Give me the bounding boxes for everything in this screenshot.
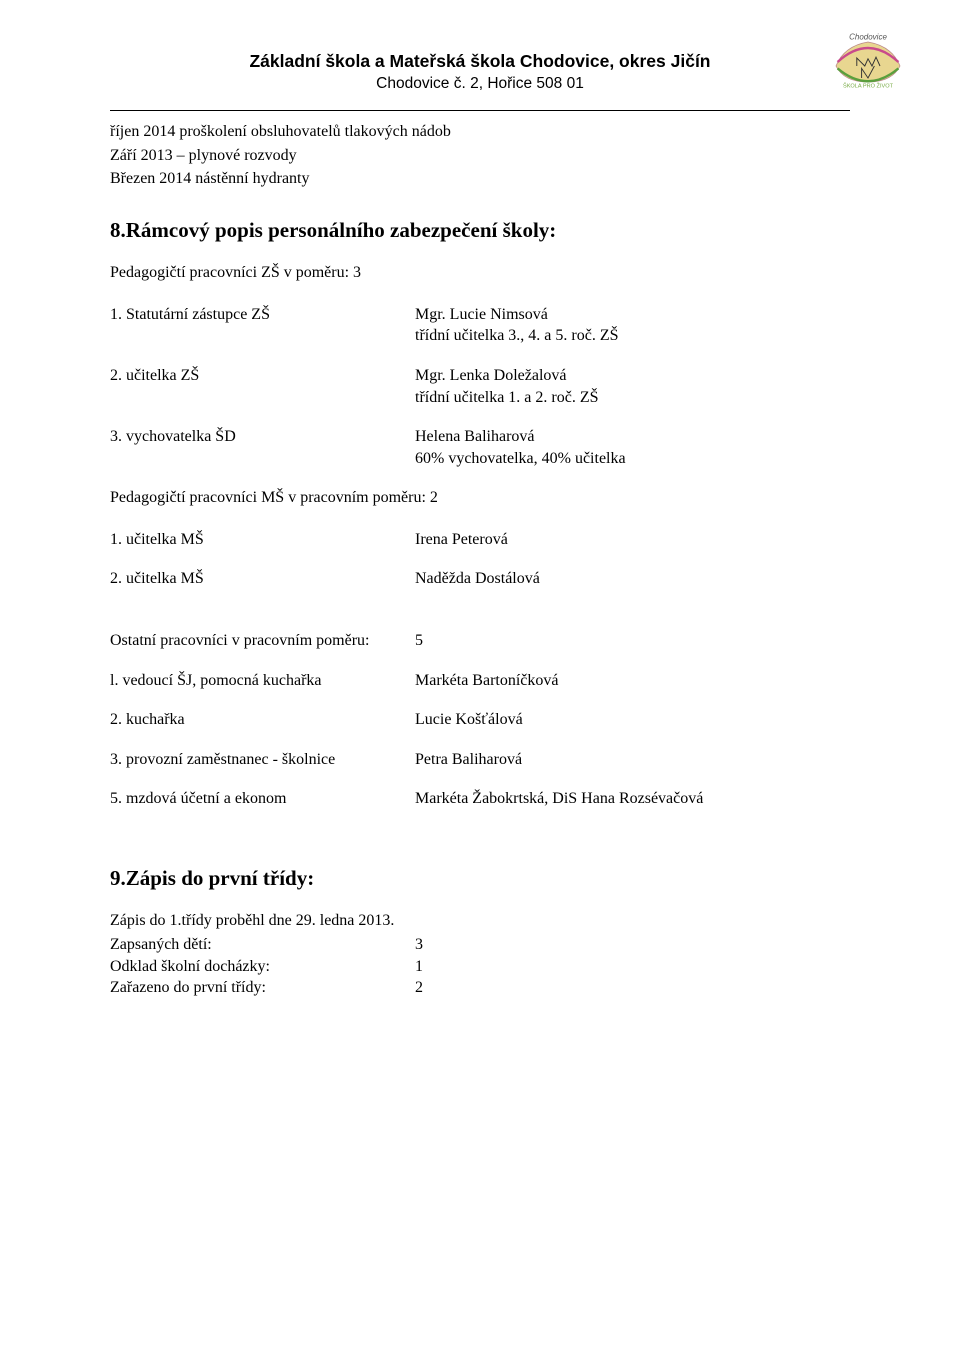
- staff-name: Petra Baliharová: [415, 749, 850, 771]
- enrollment-row: Zapsaných dětí: 3: [110, 934, 850, 956]
- enrollment-row: Zařazeno do první třídy: 2: [110, 977, 850, 999]
- header-subtitle: Chodovice č. 2, Hořice 508 01: [110, 74, 850, 95]
- enrollment-label: Zapsaných dětí:: [110, 934, 415, 956]
- staff-row: 2. učitelka MŠ Naděžda Dostálová: [110, 568, 850, 590]
- staff-role: 1. Statutární zástupce ZŠ: [110, 304, 415, 347]
- enrollment-label: Zařazeno do první třídy:: [110, 977, 415, 999]
- ped-ms-intro: Pedagogičtí pracovníci MŠ v pracovním po…: [110, 487, 850, 509]
- other-intro-count: 5: [415, 630, 850, 652]
- staff-role: 2. kuchařka: [110, 709, 415, 731]
- document-header: Základní škola a Mateřská škola Chodovic…: [110, 30, 850, 110]
- staff-row: 5. mzdová účetní a ekonom Markéta Žabokr…: [110, 788, 850, 810]
- header-title: Základní škola a Mateřská škola Chodovic…: [110, 50, 850, 74]
- section-9-heading: 9.Zápis do první třídy:: [110, 864, 850, 892]
- staff-row: l. vedoucí ŠJ, pomocná kuchařka Markéta …: [110, 670, 850, 692]
- staff-detail: 60% vychovatelka, 40% učitelka: [415, 448, 850, 470]
- staff-row: 3. provozní zaměstnanec - školnice Petra…: [110, 749, 850, 771]
- staff-name: Naděžda Dostálová: [415, 568, 850, 590]
- staff-role: l. vedoucí ŠJ, pomocná kuchařka: [110, 670, 415, 692]
- staff-name: Helena Baliharová: [415, 426, 850, 448]
- staff-role: 2. učitelka ZŠ: [110, 365, 415, 408]
- staff-role: 2. učitelka MŠ: [110, 568, 415, 590]
- enrollment-label: Odklad školní docházky:: [110, 956, 415, 978]
- svg-text:Chodovice: Chodovice: [849, 33, 887, 42]
- staff-role: 5. mzdová účetní a ekonom: [110, 788, 415, 810]
- staff-role: 1. učitelka MŠ: [110, 529, 415, 551]
- section9-line: Zápis do 1.třídy proběhl dne 29. ledna 2…: [110, 910, 850, 932]
- school-logo-icon: Chodovice ŠKOLA PRO ŽIVOT: [826, 22, 910, 102]
- intro-line: Září 2013 – plynové rozvody: [110, 145, 850, 167]
- enrollment-row: Odklad školní docházky: 1: [110, 956, 850, 978]
- header-text-block: Základní škola a Mateřská škola Chodovic…: [110, 50, 850, 95]
- staff-detail: třídní učitelka 1. a 2. roč. ZŠ: [415, 387, 850, 409]
- intro-paragraph: říjen 2014 proškolení obsluhovatelů tlak…: [110, 121, 850, 190]
- staff-row: 2. kuchařka Lucie Košťálová: [110, 709, 850, 731]
- staff-name: Irena Peterová: [415, 529, 850, 551]
- section-8-heading: 8.Rámcový popis personálního zabezpečení…: [110, 216, 850, 244]
- staff-detail: třídní učitelka 3., 4. a 5. roč. ZŠ: [415, 325, 850, 347]
- staff-role: 3. vychovatelka ŠD: [110, 426, 415, 469]
- ped-zs-intro: Pedagogičtí pracovníci ZŠ v poměru: 3: [110, 262, 850, 284]
- intro-line: říjen 2014 proškolení obsluhovatelů tlak…: [110, 121, 850, 143]
- staff-name: Markéta Žabokrtská, DiS Hana Rozsévačová: [415, 788, 850, 810]
- staff-row: 3. vychovatelka ŠD Helena Baliharová 60%…: [110, 426, 850, 469]
- other-intro-label: Ostatní pracovníci v pracovním poměru:: [110, 630, 415, 652]
- staff-role: 3. provozní zaměstnanec - školnice: [110, 749, 415, 771]
- enrollment-value: 2: [415, 977, 423, 999]
- other-intro-row: Ostatní pracovníci v pracovním poměru: 5: [110, 630, 850, 652]
- staff-name: Mgr. Lucie Nimsová: [415, 304, 850, 326]
- staff-name: Lucie Košťálová: [415, 709, 850, 731]
- staff-row: 2. učitelka ZŠ Mgr. Lenka Doležalová tří…: [110, 365, 850, 408]
- enrollment-value: 3: [415, 934, 423, 956]
- staff-name: Mgr. Lenka Doležalová: [415, 365, 850, 387]
- svg-text:ŠKOLA PRO ŽIVOT: ŠKOLA PRO ŽIVOT: [843, 82, 894, 90]
- staff-name: Markéta Bartoníčková: [415, 670, 850, 692]
- staff-row: 1. učitelka MŠ Irena Peterová: [110, 529, 850, 551]
- staff-row: 1. Statutární zástupce ZŠ Mgr. Lucie Nim…: [110, 304, 850, 347]
- intro-line: Březen 2014 nástěnní hydranty: [110, 168, 850, 190]
- enrollment-value: 1: [415, 956, 423, 978]
- header-divider: [110, 110, 850, 111]
